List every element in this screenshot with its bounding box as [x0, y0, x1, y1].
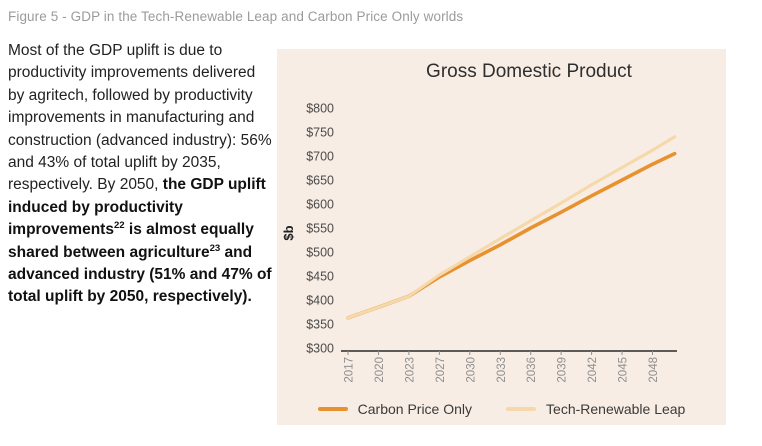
x-tick-label: 2036	[526, 357, 538, 383]
paragraph-segment: 22	[113, 220, 125, 232]
y-tick-label: $700	[306, 150, 334, 164]
paragraph-segment: Most of the GDP uplift is due to product…	[8, 42, 272, 194]
y-tick-label: $350	[306, 318, 334, 332]
y-tick-label: $300	[306, 342, 334, 356]
y-tick-label: $600	[306, 198, 334, 212]
x-tick-label: 2045	[618, 357, 630, 383]
y-tick-label: $500	[306, 246, 334, 260]
legend-swatch	[506, 407, 537, 411]
legend-item: Tech-Renewable Leap	[506, 401, 685, 417]
x-tick-label: 2033	[496, 357, 508, 383]
legend-label: Tech-Renewable Leap	[546, 401, 686, 417]
y-tick-label: $450	[306, 270, 334, 284]
x-tick-label: 2030	[465, 357, 477, 383]
gdp-chart-panel: Gross Domestic Product $300 $350 $400 $450 $…	[277, 49, 726, 425]
x-tick-label: 2023	[404, 357, 416, 383]
y-tick-label: $400	[306, 294, 334, 308]
legend-item: Carbon Price Only	[317, 401, 473, 417]
y-tick-label: $650	[306, 174, 334, 188]
paragraph-segment: and advanced industry (51% and 47% of to…	[8, 243, 272, 306]
legend-label: Carbon Price Only	[357, 401, 473, 417]
gdp-chart-svg: $300 $350 $400 $450 $500 $550 $600 $650 $700 $750…	[281, 102, 677, 383]
y-tick-label: $550	[306, 222, 334, 236]
x-tick-label: 2027	[435, 357, 447, 383]
figure-caption: Figure 5 - GDP in the Tech-Renewable Lea…	[8, 9, 464, 24]
y-axis-title: $b	[281, 225, 296, 240]
x-tick-label: 2020	[374, 357, 386, 383]
legend-swatch	[317, 407, 348, 411]
paragraph-segment: the GDP uplift induced by productivity i…	[8, 176, 266, 239]
body-paragraph: Most of the GDP uplift is due to product…	[8, 40, 272, 309]
x-tick-label: 2042	[587, 357, 599, 383]
y-tick-label: $750	[306, 126, 334, 140]
paragraph-segment: is almost equally shared between agricul…	[8, 221, 254, 261]
x-tick-label: 2039	[557, 357, 569, 383]
chart-title: Gross Domestic Product	[426, 61, 632, 82]
x-tick-label: 2017	[344, 357, 356, 383]
paragraph-segment: 23	[209, 242, 221, 254]
chart-legend: Carbon Price Only Tech-Renewable Leap	[277, 401, 726, 417]
x-tick-label: 2048	[648, 357, 660, 383]
series-line-carbon-price-only	[346, 151, 677, 320]
series-line-tech-renewable-leap	[346, 135, 677, 320]
y-tick-label: $800	[306, 102, 334, 116]
